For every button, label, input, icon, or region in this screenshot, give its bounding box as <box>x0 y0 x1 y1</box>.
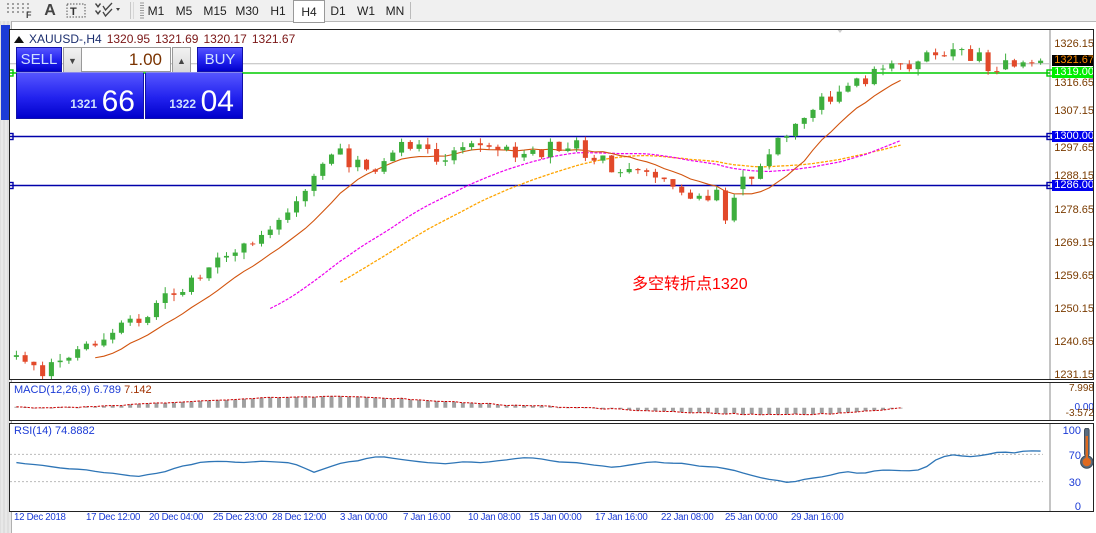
svg-text:多空转折点1320: 多空转折点1320 <box>632 275 748 293</box>
svg-text:F: F <box>26 10 32 18</box>
svg-text:T: T <box>70 6 77 18</box>
